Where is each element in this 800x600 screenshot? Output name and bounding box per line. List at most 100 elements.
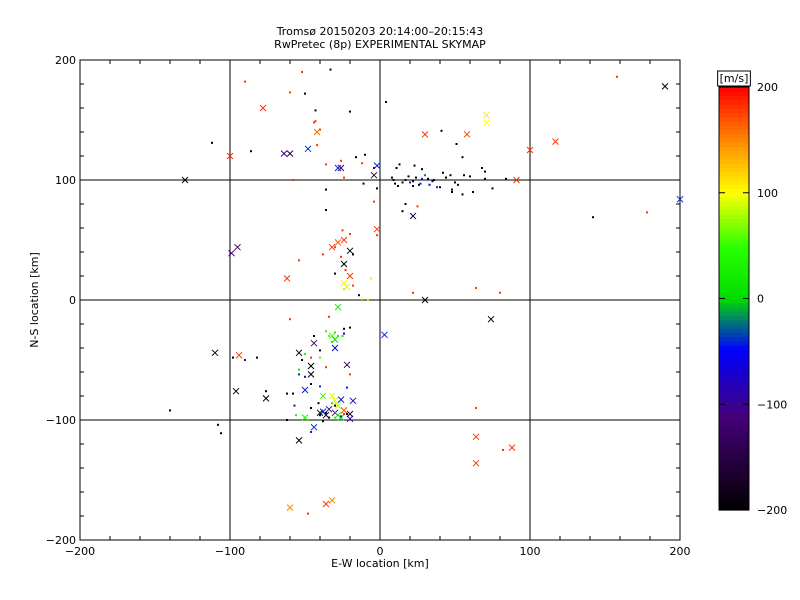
data-point-dot <box>349 373 351 376</box>
colorbar-segment <box>719 218 749 223</box>
data-point-dot <box>442 171 444 174</box>
data-point-x <box>508 444 516 451</box>
data-point-dot <box>217 423 219 426</box>
data-point-dot <box>436 186 438 189</box>
x-mark <box>343 361 351 369</box>
colorbar-segment <box>719 395 749 401</box>
data-point-dot <box>397 185 399 187</box>
data-point-dot <box>341 335 344 337</box>
colorbar-segment <box>719 290 749 295</box>
tick-labels: −200 −100 0 100 200 −200 −100 0 100 200 <box>46 54 691 558</box>
data-point-dot <box>407 175 410 178</box>
data-point-dot <box>428 183 431 186</box>
colorbar-segment <box>719 239 749 245</box>
data-point-dot <box>298 368 300 371</box>
colorbar-segment <box>719 425 749 431</box>
x-mark <box>328 497 336 504</box>
data-point-dot <box>451 191 453 193</box>
data-point-dot <box>415 176 417 179</box>
data-point-dot <box>370 277 372 280</box>
colorbar-tick-label: −100 <box>757 398 787 411</box>
data-point-x <box>334 164 342 172</box>
data-point-dot <box>472 191 474 193</box>
data-point-x <box>340 407 348 414</box>
data-point-dot <box>364 153 366 156</box>
data-point-dot <box>340 255 342 258</box>
colorbar-segment <box>719 129 749 135</box>
colorbar-tick-label: 200 <box>757 81 778 94</box>
x-mark <box>340 407 348 414</box>
x-mark <box>370 171 378 179</box>
x-tick-label: 100 <box>520 545 541 558</box>
data-point-dot <box>404 203 407 205</box>
data-point-dot <box>169 409 171 412</box>
x-mark <box>381 331 388 339</box>
data-point-x <box>346 272 354 280</box>
colorbar-segment <box>719 412 749 418</box>
data-point-dot <box>343 327 345 330</box>
x-mark <box>286 504 294 511</box>
data-point-x <box>301 386 309 394</box>
data-point-x <box>337 396 345 403</box>
colorbar-segment <box>719 467 749 473</box>
colorbar-segment <box>719 112 749 118</box>
data-point-dot <box>616 75 618 78</box>
data-point-dot <box>475 407 477 409</box>
data-point-x <box>181 176 189 184</box>
colorbar-segment <box>719 374 749 380</box>
colorbar-segment <box>719 463 749 469</box>
colorbar-segment <box>719 311 749 317</box>
x-mark <box>181 176 189 184</box>
x-tick-label: −100 <box>215 545 245 558</box>
x-mark <box>319 408 327 415</box>
data-point-x <box>280 150 288 157</box>
colorbar-segment <box>719 163 749 168</box>
x-mark <box>483 111 490 119</box>
colorbar-segment <box>719 294 749 300</box>
colorbar-segment <box>719 302 749 308</box>
axis-ticks <box>79 59 681 541</box>
data-point-dot <box>265 390 267 393</box>
x-mark <box>340 260 348 268</box>
colorbar-segment <box>719 260 749 266</box>
data-point-dot <box>412 291 414 294</box>
colorbar-segment <box>719 268 749 274</box>
data-point-x <box>304 145 312 153</box>
data-point-dot <box>286 419 288 421</box>
colorbar-segment <box>719 497 749 503</box>
colorbar-segment <box>719 332 749 338</box>
y-tick-label: 100 <box>55 174 76 187</box>
data-point-x <box>307 371 315 378</box>
data-point-dot <box>376 187 378 190</box>
data-point-dot <box>419 182 422 185</box>
data-point-dot <box>307 419 309 421</box>
x-mark <box>211 349 219 357</box>
data-point-dot <box>250 150 252 153</box>
data-point-dot <box>433 179 435 181</box>
data-point-dot <box>319 385 321 388</box>
x-axis-label: E-W location [km] <box>331 557 429 570</box>
data-point-dot <box>329 68 332 71</box>
data-point-dot <box>220 432 222 435</box>
colorbar-segment <box>719 484 749 490</box>
data-point-x <box>226 152 234 160</box>
colorbar-segment <box>719 446 749 452</box>
x-mark <box>421 296 429 304</box>
data-point-dot <box>352 253 354 256</box>
data-point-x <box>211 349 219 357</box>
colorbar-segment <box>719 91 749 97</box>
colorbar-segment <box>719 450 749 456</box>
colorbar-segment <box>719 146 749 152</box>
colorbar-segment <box>719 501 749 507</box>
x-mark <box>340 236 348 244</box>
x-mark <box>307 362 315 370</box>
data-point-dot <box>304 353 306 355</box>
colorbar-segment <box>719 400 749 405</box>
data-point-dot <box>401 210 404 213</box>
data-point-dot <box>319 349 321 352</box>
data-point-dot <box>322 420 324 423</box>
data-point-dot <box>292 392 294 395</box>
data-point-dot <box>334 331 336 334</box>
data-point-dot <box>319 414 321 417</box>
